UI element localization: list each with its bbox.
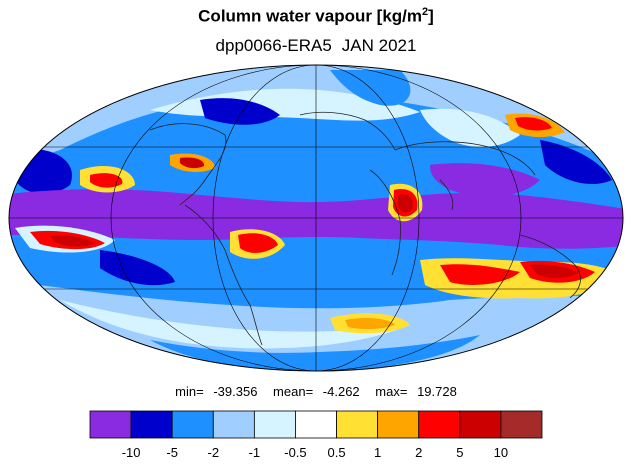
map-border — [8, 64, 624, 372]
max-stat: max= 19.728 — [375, 384, 457, 399]
field-sepac-dark — [100, 250, 175, 286]
plot-title: Column water vapour [kg/m2] — [0, 6, 632, 27]
colorbar-label: -1 — [249, 445, 261, 460]
field-pos-arctic-red — [515, 117, 552, 131]
field-pos-spac-core — [50, 235, 95, 247]
field-pos-namer-core — [180, 157, 205, 169]
min-stat: min= -39.356 — [175, 384, 258, 399]
plot-subtitle: dpp0066-ERA5 JAN 2021 — [0, 36, 632, 56]
field-pos-npac-red — [90, 173, 123, 188]
field-pos-africa-core — [398, 194, 413, 213]
colorbar-box — [377, 410, 420, 439]
colorbar-box — [459, 410, 502, 439]
colorbar-label: -0.5 — [284, 445, 306, 460]
title-close: ] — [428, 6, 434, 26]
colorbar-box — [130, 410, 173, 439]
time-period: JAN 2021 — [341, 36, 417, 55]
field-pos-indian-red — [440, 264, 520, 285]
colorbar-box — [171, 410, 214, 439]
experiment-name: dpp0066-ERA5 — [215, 36, 332, 55]
graticule — [9, 65, 623, 371]
field-asia-pale — [420, 108, 520, 147]
colorbar-label: 1 — [374, 445, 381, 460]
colorbar-box — [418, 410, 461, 439]
field-natl-dark — [200, 98, 280, 125]
colorbar-box — [212, 410, 255, 439]
colorbar-box — [253, 410, 296, 439]
field-pos-aus-core — [530, 264, 578, 278]
field-pos-satl-orange — [345, 317, 395, 330]
stats-line: min= -39.356 mean= -4.262 max= 19.728 — [0, 384, 632, 399]
colorbar-label: 0.5 — [328, 445, 346, 460]
title-text: Column water vapour [kg/m — [198, 6, 423, 26]
coastlines — [149, 111, 581, 346]
title-superscript: 2 — [422, 6, 429, 18]
colorbar-box — [336, 410, 379, 439]
colorbar-box — [89, 410, 132, 439]
colorbar-label: -5 — [166, 445, 178, 460]
colorbar-label: -2 — [207, 445, 219, 460]
field-pos-samer-red — [238, 233, 278, 253]
colorbar-box — [295, 410, 337, 439]
colorbar-label: 5 — [456, 445, 463, 460]
field-npac-east-dark — [540, 140, 612, 185]
colorbar-label: 10 — [494, 445, 508, 460]
colorbar-label: -10 — [122, 445, 141, 460]
mean-stat: mean= -4.262 — [273, 384, 360, 399]
colorbar-box — [500, 410, 543, 439]
field-indian-purple — [430, 163, 540, 197]
colorbar-label: 2 — [415, 445, 422, 460]
field-south-blue — [150, 335, 480, 371]
field-south-pale — [60, 300, 410, 349]
anomaly-field — [9, 65, 623, 371]
